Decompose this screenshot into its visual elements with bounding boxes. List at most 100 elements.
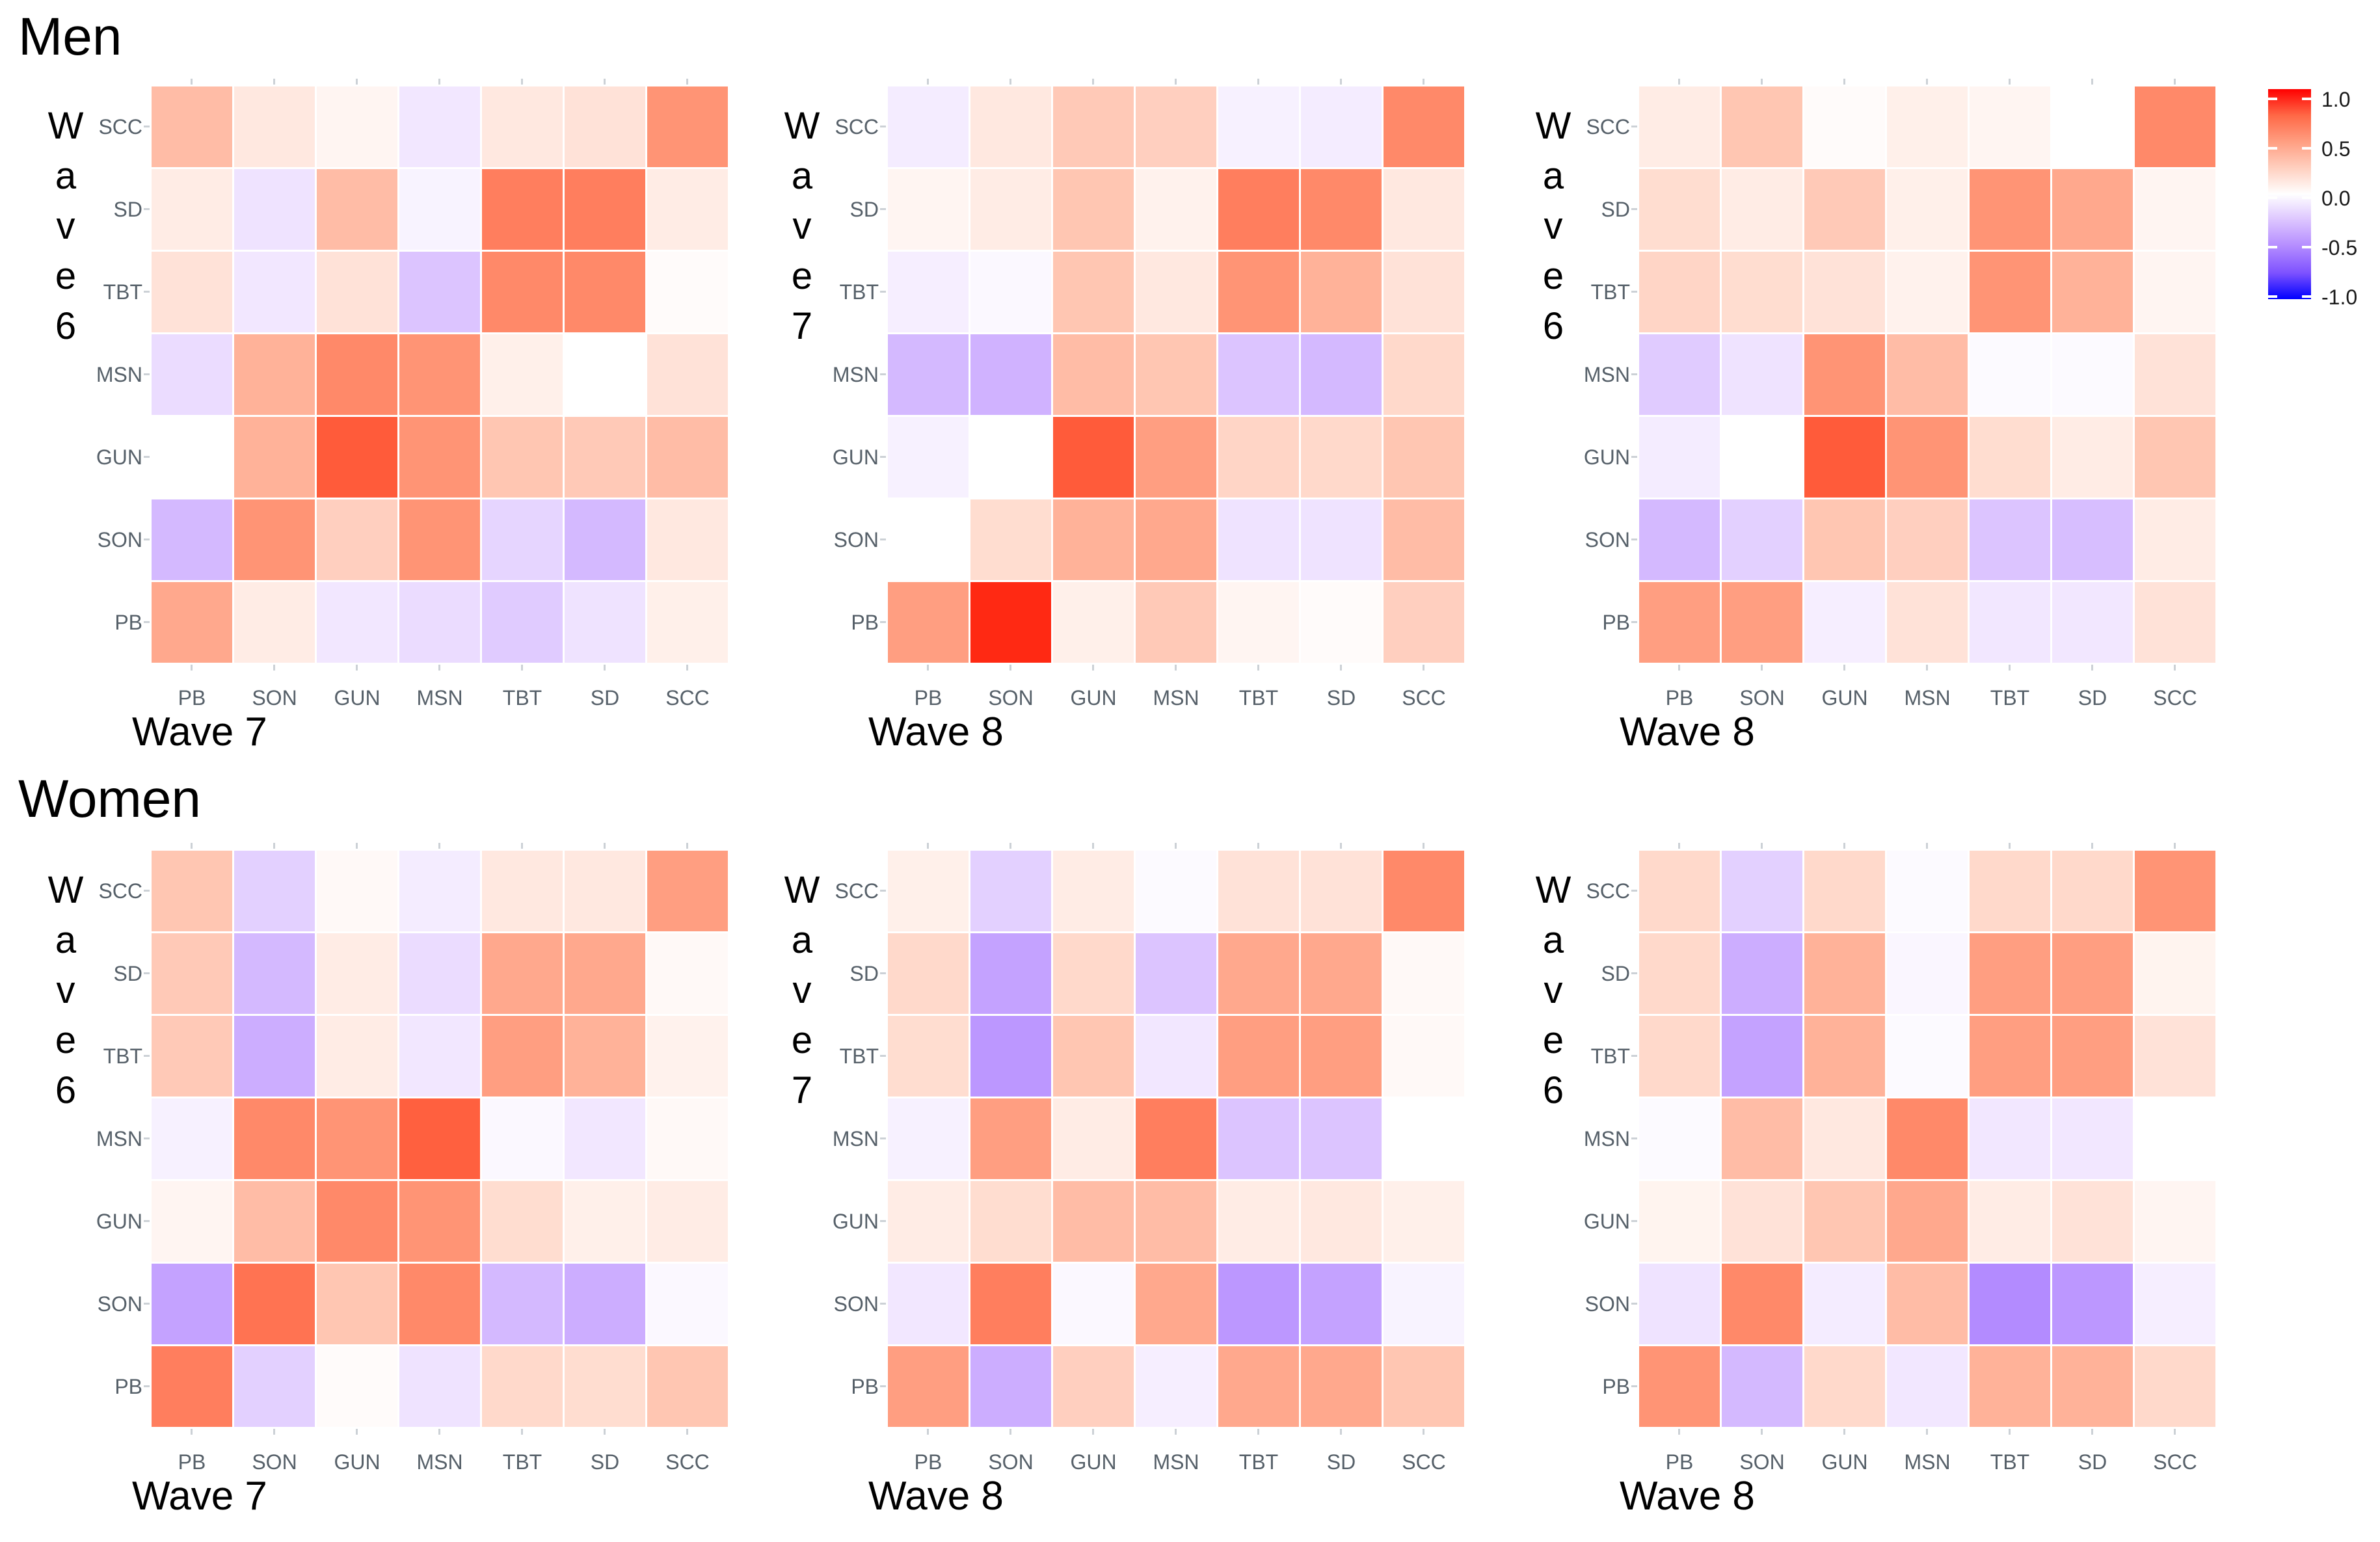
y-axis-wave-title: W a v e 6	[47, 105, 84, 347]
heatmap-cell	[482, 1098, 563, 1179]
x-axis-label-msn: MSN	[1153, 686, 1199, 710]
heatmap-cell	[2135, 933, 2215, 1014]
heatmap-cell	[1053, 169, 1134, 250]
x-axis-tick	[1340, 1429, 1342, 1435]
x-axis-tick	[686, 665, 688, 671]
y-axis-label-tbt: TBT	[1590, 1044, 1630, 1068]
x-axis-tick	[1678, 1429, 1680, 1435]
heatmap-cell	[970, 417, 1051, 498]
x-axis-tick	[1009, 665, 1011, 671]
x-axis-tick	[1678, 665, 1680, 671]
y-axis-tick	[144, 538, 150, 540]
x-axis-tick	[1843, 79, 1845, 85]
heatmap-cell	[234, 1181, 315, 1262]
heatmap-cell	[565, 582, 645, 663]
y-axis-label-gun: GUN	[1583, 445, 1630, 469]
x-axis-tick	[1843, 843, 1845, 849]
heatmap-cell	[1136, 851, 1216, 931]
heatmap-cell	[1384, 1098, 1464, 1179]
heatmap-cell	[1301, 169, 1382, 250]
x-axis-tick	[438, 79, 440, 85]
heatmap-cell	[647, 86, 728, 167]
heatmap-cell	[2052, 933, 2133, 1014]
x-axis-tick	[356, 843, 358, 849]
men-section-title: Men	[18, 7, 122, 66]
y-axis-tick	[880, 208, 886, 210]
heatmap-cell	[317, 851, 397, 931]
x-axis-tick	[927, 843, 929, 849]
x-axis-label-scc: SCC	[2153, 686, 2197, 710]
y-axis-label-gun: GUN	[1583, 1210, 1630, 1233]
heatmap-cell	[2052, 1016, 2133, 1097]
heatmap-cell	[399, 1346, 480, 1427]
heatmap-cell	[399, 851, 480, 931]
heatmap-cell	[234, 933, 315, 1014]
heatmap-cell	[1218, 417, 1299, 498]
heatmap-cell	[234, 1264, 315, 1344]
heatmap-cell	[1804, 1264, 1885, 1344]
heatmap-cell	[1301, 582, 1382, 663]
x-axis-label-son: SON	[252, 686, 297, 710]
legend-tick-label: -0.5	[2321, 236, 2358, 259]
heatmap-cell	[1970, 86, 2050, 167]
x-axis-tick	[1761, 843, 1763, 849]
heatmap-cell	[1639, 417, 1720, 498]
x-axis-tick	[927, 79, 929, 85]
heatmap-cell	[1301, 417, 1382, 498]
heatmap-cell	[970, 86, 1051, 167]
x-axis-tick	[1926, 1429, 1928, 1435]
heatmap-cell	[1639, 1264, 1720, 1344]
heatmap-cell	[399, 1181, 480, 1262]
x-axis-tick	[2091, 665, 2093, 671]
y-axis-wave-title: W a v e 7	[784, 869, 820, 1111]
y-axis-tick	[144, 373, 150, 375]
heatmap-cell	[1970, 851, 2050, 931]
x-axis-tick	[1257, 79, 1259, 85]
x-axis-wave-title: Wave 8	[868, 1474, 1004, 1519]
y-axis-tick	[1631, 291, 1637, 293]
heatmap-cell	[1639, 933, 1720, 1014]
x-axis-tick	[1009, 843, 1011, 849]
y-axis-tick	[1631, 1303, 1637, 1305]
x-axis-label-son: SON	[1739, 686, 1785, 710]
heatmap-cell	[1970, 933, 2050, 1014]
x-axis-tick	[1257, 1429, 1259, 1435]
y-axis-label-pb: PB	[851, 1375, 879, 1398]
heatmap-cell	[565, 417, 645, 498]
heatmap-cell	[482, 1346, 563, 1427]
x-axis-label-scc: SCC	[665, 686, 710, 710]
heatmap-cell	[317, 1346, 397, 1427]
heatmap-cell	[1722, 86, 1802, 167]
heatmap-cell	[152, 1016, 232, 1097]
x-axis-tick	[438, 1429, 440, 1435]
x-axis-label-sd: SD	[590, 686, 620, 710]
heatmap-cell	[1970, 1098, 2050, 1179]
heatmap-cell	[2135, 582, 2215, 663]
heatmap-cell	[970, 582, 1051, 663]
legend-tick-mark	[2268, 295, 2277, 298]
heatmap-cell	[1136, 1016, 1216, 1097]
x-axis-wave-title: Wave 7	[132, 710, 267, 754]
heatmap-cell	[399, 1016, 480, 1097]
legend-tick-label: -1.0	[2321, 286, 2358, 309]
heatmap-cell	[1639, 499, 1720, 580]
heatmap-cell	[1722, 417, 1802, 498]
heatmap-cell	[1887, 1346, 1968, 1427]
x-axis-tick	[356, 79, 358, 85]
y-axis-label-son: SON	[97, 528, 142, 552]
heatmap-cell	[2052, 334, 2133, 415]
heatmap-cell	[2052, 417, 2133, 498]
heatmap-cell	[317, 582, 397, 663]
y-axis-tick	[144, 1385, 150, 1387]
heatmap-cell	[1218, 1346, 1299, 1427]
x-axis-tick	[1009, 79, 1011, 85]
heatmap-cell	[2135, 169, 2215, 250]
heatmap-cell	[1970, 1346, 2050, 1427]
heatmap-cell	[2135, 851, 2215, 931]
x-axis-label-sd: SD	[1326, 1450, 1356, 1474]
heatmap-cell	[1970, 1181, 2050, 1262]
heatmap-cell	[647, 1346, 728, 1427]
heatmap-cell	[1053, 582, 1134, 663]
x-axis-tick	[1092, 79, 1094, 85]
heatmap-cell	[482, 1016, 563, 1097]
